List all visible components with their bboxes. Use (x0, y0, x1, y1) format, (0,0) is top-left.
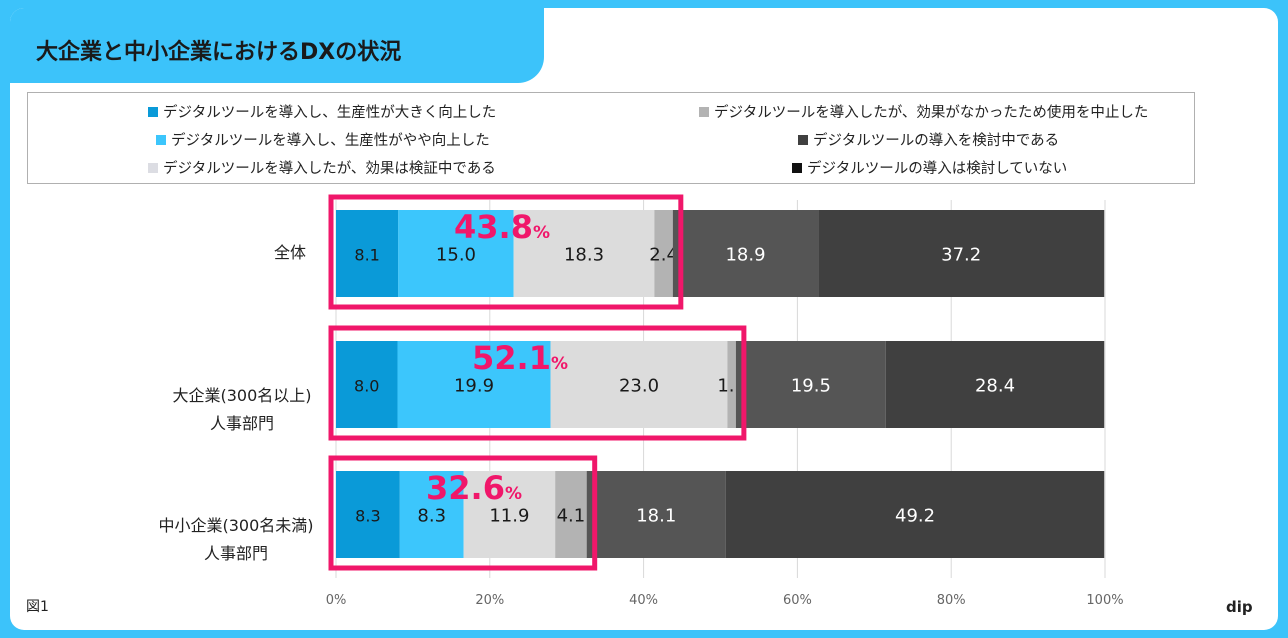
chart-legend: デジタルツールを導入し、生産性が大きく向上した デジタルツールを導入し、生産性が… (27, 92, 1195, 184)
bar-segment (555, 471, 587, 558)
data-label: 4.1 (557, 506, 586, 527)
bar-segment (727, 341, 736, 428)
bar-segment (725, 471, 1105, 558)
legend-swatch (792, 162, 802, 173)
data-label: 18.9 (725, 245, 765, 266)
bar-segment (672, 210, 819, 297)
data-label: 18.3 (564, 245, 604, 266)
data-label: 49.2 (895, 506, 935, 527)
bar-segment (336, 471, 400, 558)
legend-item-large-improvement: デジタルツールを導入し、生産性が大きく向上した (148, 101, 496, 122)
bar-segment (513, 210, 655, 297)
annotation-total: 43.8% (454, 208, 550, 246)
legend-label: デジタルツールを導入し、生産性が大きく向上した (163, 105, 497, 121)
legend-swatch (798, 134, 808, 145)
bar-segment (885, 341, 1105, 428)
title-tab (10, 8, 544, 83)
category-text: 全体 (273, 243, 306, 262)
x-tick-label: 40% (629, 593, 658, 608)
data-label: 37.2 (941, 245, 981, 266)
data-label: 19.5 (791, 376, 831, 397)
x-tick-label: 20% (475, 593, 504, 608)
legend-label: デジタルツールの導入を検討中である (813, 133, 1060, 149)
legend-swatch (148, 106, 158, 117)
legend-item-verifying: デジタルツールを導入したが、効果は検証中である (148, 157, 496, 178)
x-tick-label: 0% (326, 593, 347, 608)
data-label: 8.0 (354, 377, 379, 396)
legend-swatch (156, 134, 166, 145)
bar-segment (397, 341, 551, 428)
bar-segment (336, 341, 398, 428)
bar-segment (463, 471, 556, 558)
highlight-box (328, 194, 684, 310)
bar-segment (586, 471, 726, 558)
category-label-small-enterprise: 中小企業(300名未満) 人事部門 (136, 484, 336, 568)
bar-segment (336, 210, 399, 297)
data-label: 8.1 (354, 246, 379, 265)
legend-item-discontinued: デジタルツールを導入したが、効果がなかったため使用を中止した (699, 101, 1148, 122)
data-label: 11.9 (489, 506, 529, 527)
data-label: 15.0 (436, 245, 476, 266)
category-label-large-enterprise: 大企業(300名以上) 人事部門 (142, 354, 342, 438)
bar-segment (735, 341, 886, 428)
data-label: 28.4 (975, 376, 1015, 397)
legend-label: デジタルツールを導入したが、効果は検証中である (163, 161, 496, 177)
legend-label: デジタルツールの導入は検討していない (807, 161, 1068, 177)
figure-label: 図1 (26, 599, 49, 615)
data-label: 2.4 (649, 245, 678, 266)
bar-segment (818, 210, 1105, 297)
data-label: 8.3 (417, 506, 446, 527)
x-tick-label: 60% (783, 593, 812, 608)
legend-item-considering: デジタルツールの導入を検討中である (798, 129, 1059, 150)
data-label: 18.1 (636, 506, 676, 527)
annotation-total: 32.6% (426, 469, 522, 507)
bar-segment (399, 471, 464, 558)
legend-item-not-considering: デジタルツールの導入は検討していない (792, 157, 1067, 178)
data-label: 23.0 (619, 376, 659, 397)
page-title: 大企業と中小企業におけるDXの状況 (36, 40, 402, 65)
annotation-total: 52.1% (472, 339, 568, 377)
category-text: 大企業(300名以上) 人事部門 (172, 386, 312, 433)
legend-swatch (148, 162, 158, 173)
legend-swatch (699, 106, 709, 117)
x-tick-label: 80% (937, 593, 966, 608)
highlight-box (328, 455, 598, 571)
data-label: 19.9 (454, 376, 494, 397)
bar-segment (654, 210, 673, 297)
legend-label: デジタルツールを導入し、生産性がやや向上した (171, 133, 490, 149)
highlight-box (328, 325, 747, 441)
category-text: 中小企業(300名未満) 人事部門 (158, 516, 314, 563)
legend-item-slight-improvement: デジタルツールを導入し、生産性がやや向上した (156, 129, 490, 150)
data-label: 8.3 (355, 507, 380, 526)
bar-segment (398, 210, 514, 297)
x-tick-label: 100% (1086, 593, 1123, 608)
category-label-all: 全体 (240, 239, 340, 267)
brand-logo: dip (1226, 598, 1253, 616)
bar-segment (550, 341, 728, 428)
legend-label: デジタルツールを導入したが、効果がなかったため使用を中止した (714, 105, 1149, 121)
